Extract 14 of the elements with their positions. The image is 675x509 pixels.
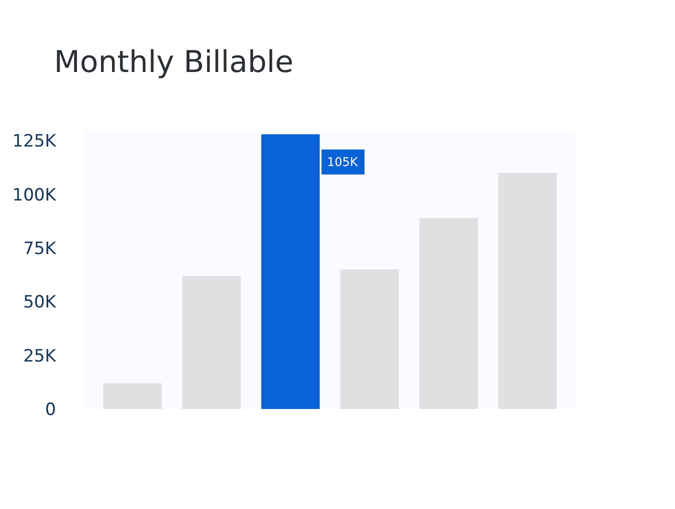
y-tick-label: 25K — [23, 346, 57, 366]
y-tick-label: 100K — [12, 185, 57, 206]
bar — [182, 276, 241, 409]
bar — [419, 218, 478, 409]
y-tick-label: 75K — [23, 238, 57, 259]
bar — [103, 383, 162, 409]
annotation: 105K — [327, 155, 359, 169]
bar — [261, 134, 320, 409]
y-tick-label: 50K — [23, 292, 57, 313]
chart-title: Monthly Billable — [54, 44, 294, 80]
y-tick-label: 125K — [12, 132, 57, 152]
bar — [340, 270, 399, 409]
bar — [498, 172, 557, 409]
y-tick-label: 0 — [45, 400, 56, 420]
